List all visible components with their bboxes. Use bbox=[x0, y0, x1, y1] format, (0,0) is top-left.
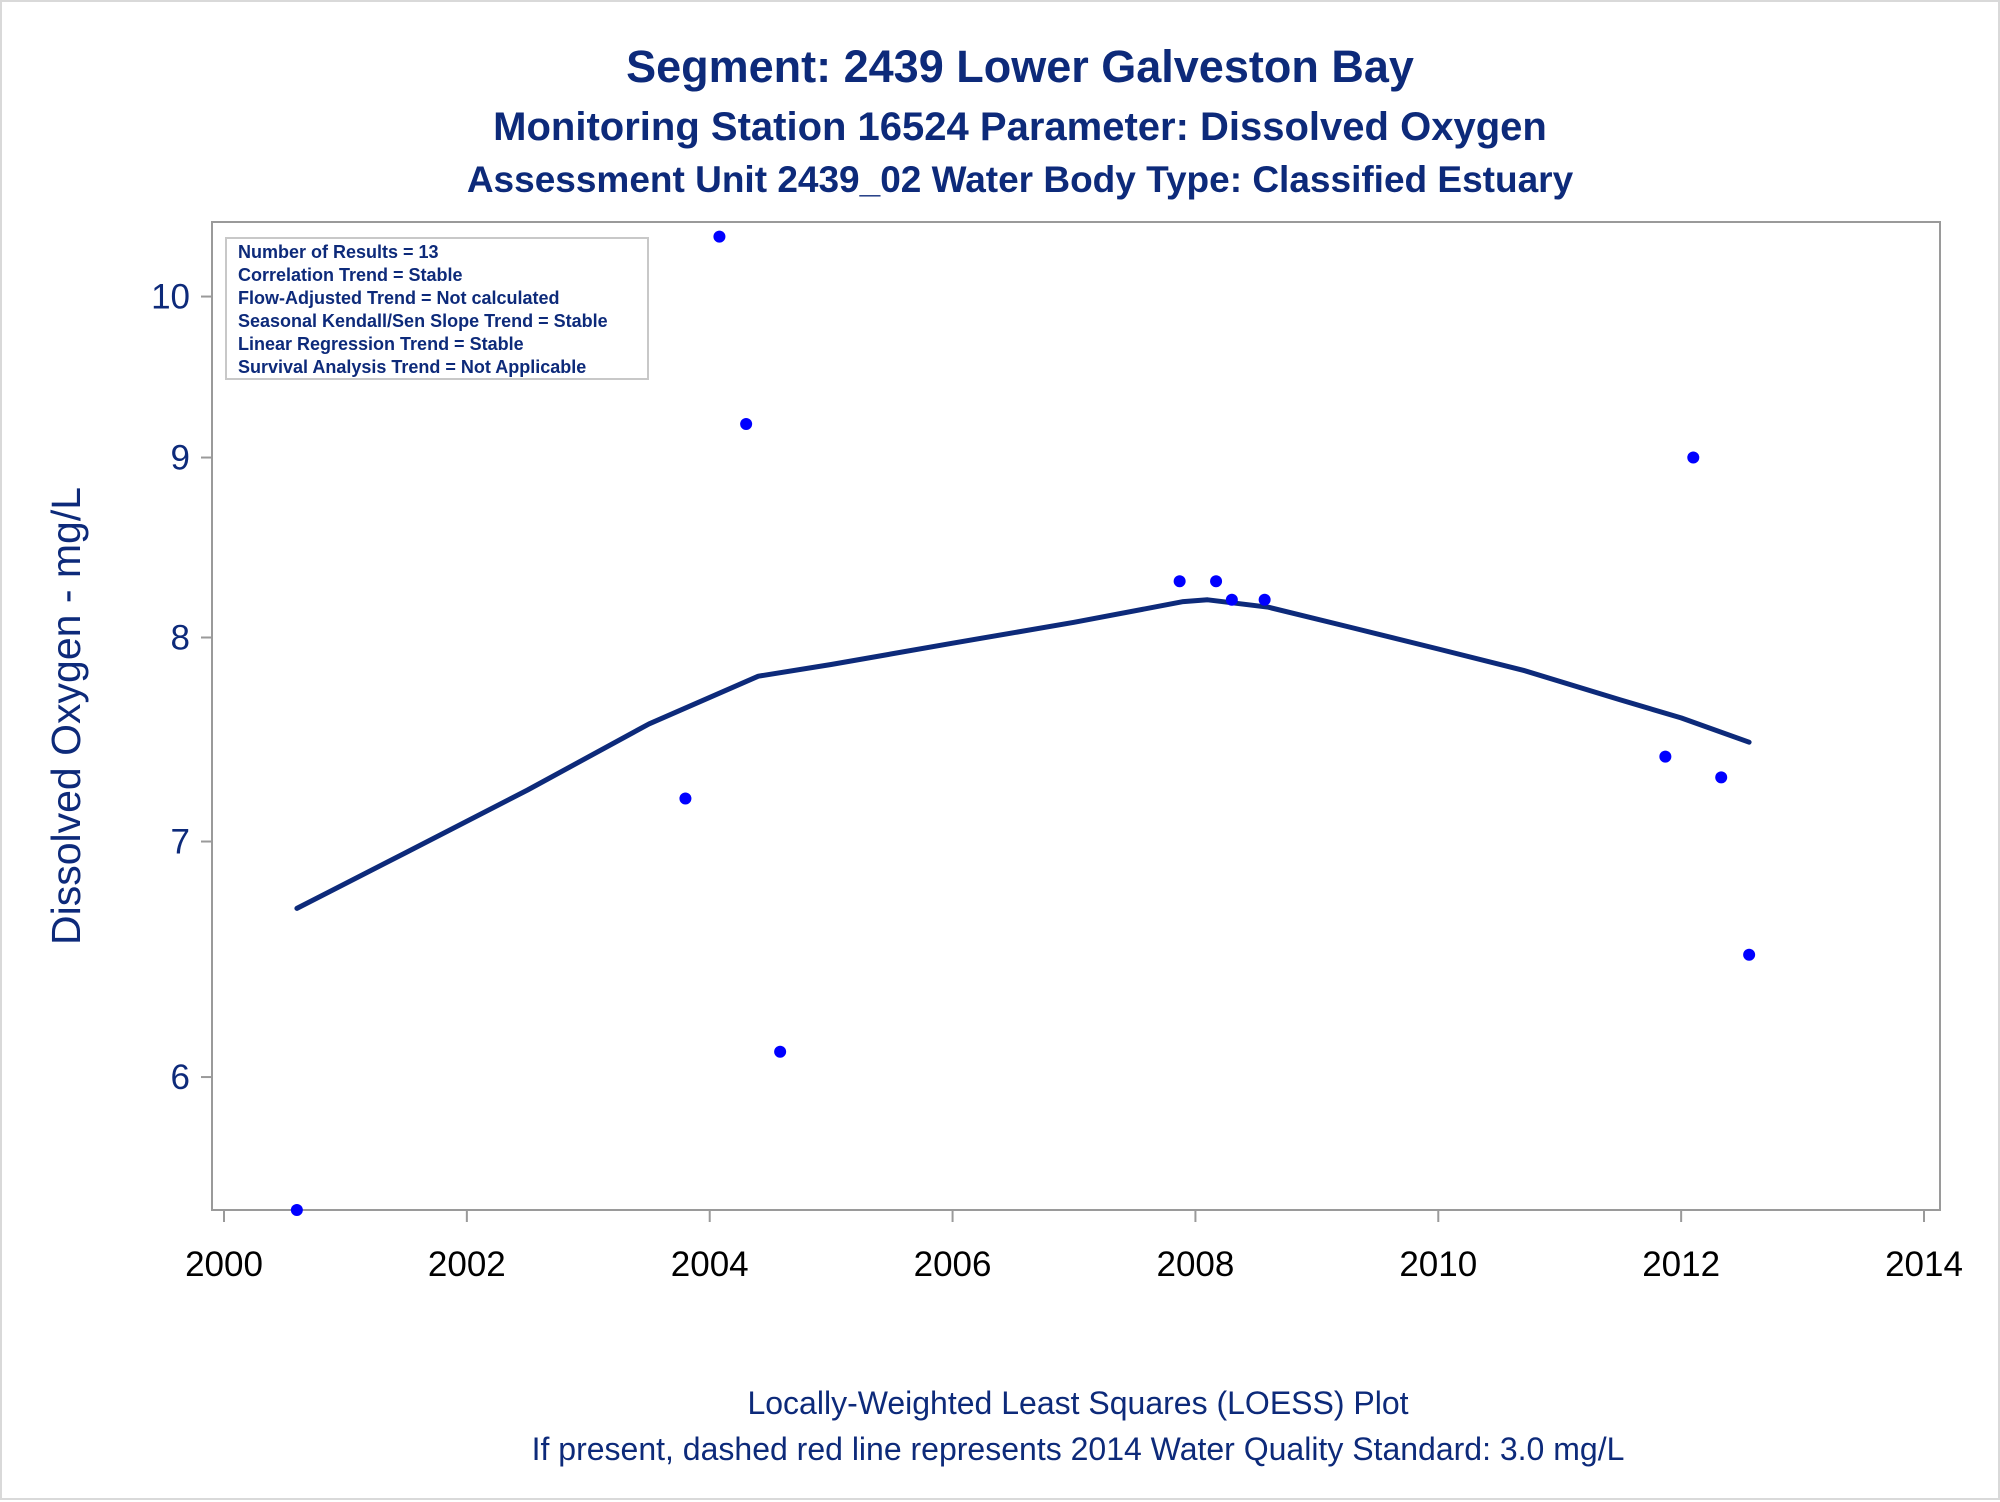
data-point bbox=[1687, 451, 1700, 464]
x-tick-label: 2006 bbox=[914, 1245, 992, 1284]
data-point bbox=[1225, 593, 1238, 606]
stats-box-border bbox=[225, 237, 649, 380]
y-tick-label: 7 bbox=[171, 823, 190, 862]
x-axis: 2000 2002 2004 2006 2008 2010 2012 2014 bbox=[185, 1210, 1963, 1284]
chart-subtitle-2: Assessment Unit 2439_02 Water Body Type:… bbox=[467, 159, 1574, 200]
x-tick-label: 2000 bbox=[185, 1245, 263, 1284]
data-point bbox=[774, 1045, 787, 1058]
x-tick-label: 2014 bbox=[1885, 1245, 1963, 1284]
y-tick-label: 9 bbox=[171, 439, 190, 478]
y-tick-label: 6 bbox=[171, 1058, 190, 1097]
stats-line: Linear Regression Trend = Stable bbox=[238, 334, 524, 354]
data-point bbox=[713, 230, 726, 243]
stats-line: Number of Results = 13 bbox=[238, 242, 439, 262]
footnote-loess: Locally-Weighted Least Squares (LOESS) P… bbox=[747, 1385, 1408, 1421]
footnote-standard: If present, dashed red line represents 2… bbox=[532, 1431, 1625, 1467]
data-point bbox=[290, 1204, 303, 1216]
y-tick-label: 10 bbox=[151, 278, 190, 317]
stats-box: Number of Results = 13 Correlation Trend… bbox=[225, 237, 649, 380]
plot-area-frame bbox=[211, 221, 1941, 1211]
x-tick-label: 2002 bbox=[428, 1245, 506, 1284]
data-series bbox=[290, 230, 1756, 1216]
chart-subtitle: Monitoring Station 16524 Parameter: Diss… bbox=[493, 105, 1547, 149]
stats-line: Flow-Adjusted Trend = Not calculated bbox=[238, 288, 560, 308]
x-tick-label: 2012 bbox=[1642, 1245, 1720, 1284]
stats-line: Correlation Trend = Stable bbox=[238, 265, 463, 285]
loess-line bbox=[294, 597, 1752, 911]
data-point bbox=[1173, 575, 1186, 588]
data-point bbox=[1659, 750, 1672, 763]
data-point bbox=[1210, 575, 1223, 588]
chart-title: Segment: 2439 Lower Galveston Bay bbox=[626, 41, 1414, 92]
y-axis: 6 7 8 9 10 bbox=[151, 278, 212, 1097]
data-point bbox=[1743, 948, 1756, 961]
stats-line: Seasonal Kendall/Sen Slope Trend = Stabl… bbox=[238, 311, 608, 331]
data-point bbox=[1715, 771, 1728, 784]
data-point bbox=[1258, 593, 1271, 606]
x-tick-label: 2008 bbox=[1156, 1245, 1234, 1284]
y-tick-label: 8 bbox=[171, 618, 190, 657]
x-tick-label: 2004 bbox=[671, 1245, 749, 1284]
y-axis-label: Dissolved Oxygen - mg/L bbox=[43, 487, 89, 945]
data-point bbox=[740, 417, 753, 430]
stats-line: Survival Analysis Trend = Not Applicable bbox=[238, 357, 586, 377]
x-tick-label: 2010 bbox=[1399, 1245, 1477, 1284]
data-point bbox=[679, 792, 692, 805]
